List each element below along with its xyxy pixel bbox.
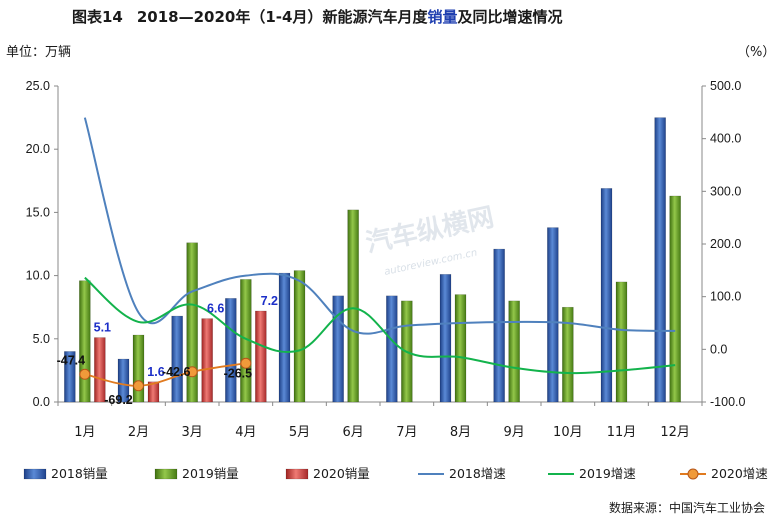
legend-label: 2018销量 — [51, 466, 108, 481]
bar-label-2020: 5.1 — [94, 321, 111, 335]
left-tick-label: 5.0 — [33, 332, 50, 346]
bar-2018销量 — [654, 117, 666, 403]
category-label: 12月 — [660, 425, 690, 440]
bar-2019销量 — [293, 270, 306, 403]
bar-2019销量 — [669, 195, 681, 403]
bar-2020销量 — [94, 337, 106, 403]
bar-label-2020: 1.6 — [147, 365, 164, 379]
bar-2018销量 — [332, 295, 344, 403]
legend-label: 2019增速 — [579, 466, 636, 481]
legend-label: 2018增速 — [449, 466, 506, 481]
watermark-text: 汽车纵横网 — [363, 201, 497, 258]
legend-label: 2019销量 — [182, 466, 239, 481]
marker-2020增速 — [79, 368, 91, 380]
right-tick-label: 300.0 — [710, 184, 741, 198]
line-label-2020: -69.2 — [104, 393, 133, 407]
right-axis-unit: （%） — [737, 45, 773, 60]
title-suffix: 及同比增速情况 — [458, 8, 563, 26]
line-label-2020: -47.4 — [57, 353, 86, 367]
category-label: 2月 — [128, 425, 149, 440]
right-tick-label: 400.0 — [710, 132, 741, 146]
category-label: 8月 — [450, 425, 471, 440]
right-tick-label: 200.0 — [710, 237, 741, 251]
line-2020增速 — [84, 362, 246, 387]
bar-2020销量 — [255, 310, 267, 403]
bar-2019销量 — [132, 334, 145, 403]
marker-2020增速 — [240, 357, 252, 369]
bar-2020销量 — [147, 381, 160, 403]
chart-title: 图表14 2018—2020年（1-4月）新能源汽车月度销量及同比增速情况 — [72, 8, 563, 26]
source-note: 数据来源：中国汽车工业协会 — [609, 500, 765, 515]
legend: 2018销量 2019销量 2020销量 2018增速 2019增速 2020增速 — [23, 466, 768, 481]
legend-swatch — [154, 468, 178, 480]
title-emphasis: 销量 — [427, 8, 457, 26]
title-main: 2018—2020年（1-4月）新能源汽车月度 — [137, 8, 429, 26]
legend-label: 2020销量 — [313, 466, 370, 481]
left-tick-label: 15.0 — [26, 205, 50, 219]
bar-2019销量 — [79, 280, 91, 403]
line-label-2020: -26.5 — [224, 366, 253, 380]
category-label: 6月 — [343, 425, 364, 440]
legend-label: 2020增速 — [711, 466, 768, 481]
plot-area: 0.0 5.0 10.0 15.0 20.0 25.0 -100.0 0.0 100.0 200.… — [26, 79, 746, 440]
bar-2019销量 — [347, 209, 359, 403]
bar-2018销量 — [278, 272, 291, 403]
bar-2019销量 — [186, 242, 198, 403]
right-tick-label: -100.0 — [710, 395, 745, 409]
bar-2018销量 — [439, 274, 452, 403]
bar-2018销量 — [117, 358, 130, 403]
left-tick-label: 25.0 — [26, 79, 50, 93]
right-tick-label: 500.0 — [710, 79, 741, 93]
category-label: 11月 — [607, 425, 637, 440]
category-label: 10月 — [553, 425, 583, 440]
bar-2018销量 — [225, 298, 237, 403]
bar-2019销量 — [615, 281, 628, 403]
category-label: 3月 — [182, 425, 203, 440]
marker-2020增速 — [133, 380, 144, 392]
bar-2018销量 — [547, 227, 559, 403]
bar-2018销量 — [64, 351, 76, 403]
category-label: 4月 — [235, 425, 256, 440]
bar-2018销量 — [600, 188, 613, 403]
bar-label-2020: 7.2 — [261, 294, 278, 308]
watermark: 汽车纵横网 autoreview.com.cn — [363, 201, 497, 277]
left-tick-label: 10.0 — [26, 269, 50, 283]
left-tick-label: 20.0 — [26, 142, 50, 156]
title-prefix: 图表14 — [72, 8, 123, 26]
left-tick-label: 0.0 — [33, 395, 50, 409]
bar-2020销量 — [201, 318, 213, 403]
legend-swatch — [23, 468, 47, 480]
right-tick-label: 100.0 — [710, 290, 741, 304]
marker-2020增速 — [186, 366, 198, 378]
legend-swatch — [285, 468, 309, 480]
category-label: 5月 — [289, 425, 310, 440]
bar-2018销量 — [386, 295, 398, 403]
left-axis-unit: 单位：万辆 — [6, 45, 71, 60]
line-label-2020: -42.6 — [162, 365, 191, 379]
line-2019增速 — [84, 276, 676, 375]
legend-marker — [687, 468, 699, 480]
bar-2018销量 — [171, 315, 183, 403]
bar-2019销量 — [562, 306, 574, 403]
bar-2018销量 — [493, 248, 505, 403]
right-tick-label: 0.0 — [710, 342, 727, 356]
bar-label-2020: 6.6 — [207, 302, 224, 316]
bar-2019销量 — [508, 300, 520, 403]
bar-2019销量 — [454, 294, 467, 403]
category-label: 9月 — [504, 425, 525, 440]
category-label: 1月 — [74, 425, 95, 440]
category-label: 7月 — [396, 425, 417, 440]
